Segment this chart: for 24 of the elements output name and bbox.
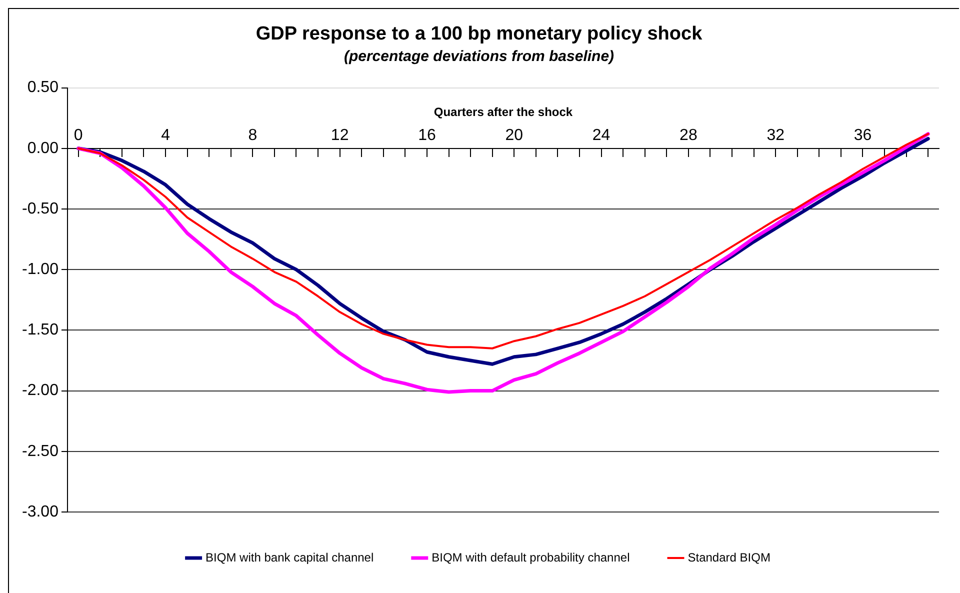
x-tick-label: 20 — [505, 126, 524, 144]
legend-label: BIQM with bank capital channel — [206, 550, 374, 564]
y-tick-label: 0.50 — [27, 79, 59, 96]
y-tick-label: -2.50 — [22, 442, 59, 460]
y-tick-label: -3.00 — [22, 503, 59, 520]
legend-label: Standard BIQM — [688, 550, 770, 564]
x-tick-label: 36 — [854, 126, 872, 144]
legend-label: BIQM with default probability channel — [432, 550, 630, 564]
x-tick-label: 0 — [74, 126, 83, 144]
y-tick-label: -2.00 — [22, 382, 59, 400]
y-tick-label: -1.50 — [22, 322, 59, 339]
x-tick-label: 8 — [248, 126, 258, 144]
x-tick-label: 24 — [592, 126, 610, 144]
x-tick-label: 28 — [680, 126, 698, 144]
y-tick-label: -0.50 — [22, 200, 59, 218]
x-axis-title: Quarters after the shock — [434, 105, 573, 120]
chart-title: GDP response to a 100 bp monetary policy shock — [256, 24, 703, 45]
y-tick-label: 0.00 — [27, 140, 59, 157]
x-tick-label: 32 — [766, 126, 785, 144]
chart-subtitle: (percentage deviations from baseline) — [344, 48, 614, 65]
x-tick-label: 16 — [418, 126, 436, 144]
y-tick-label: -1.00 — [22, 261, 59, 278]
x-tick-label: 12 — [330, 126, 349, 144]
x-tick-label: 4 — [161, 126, 170, 144]
